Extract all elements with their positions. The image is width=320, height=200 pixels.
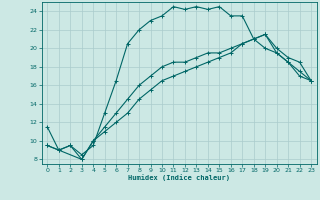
X-axis label: Humidex (Indice chaleur): Humidex (Indice chaleur) (128, 175, 230, 181)
